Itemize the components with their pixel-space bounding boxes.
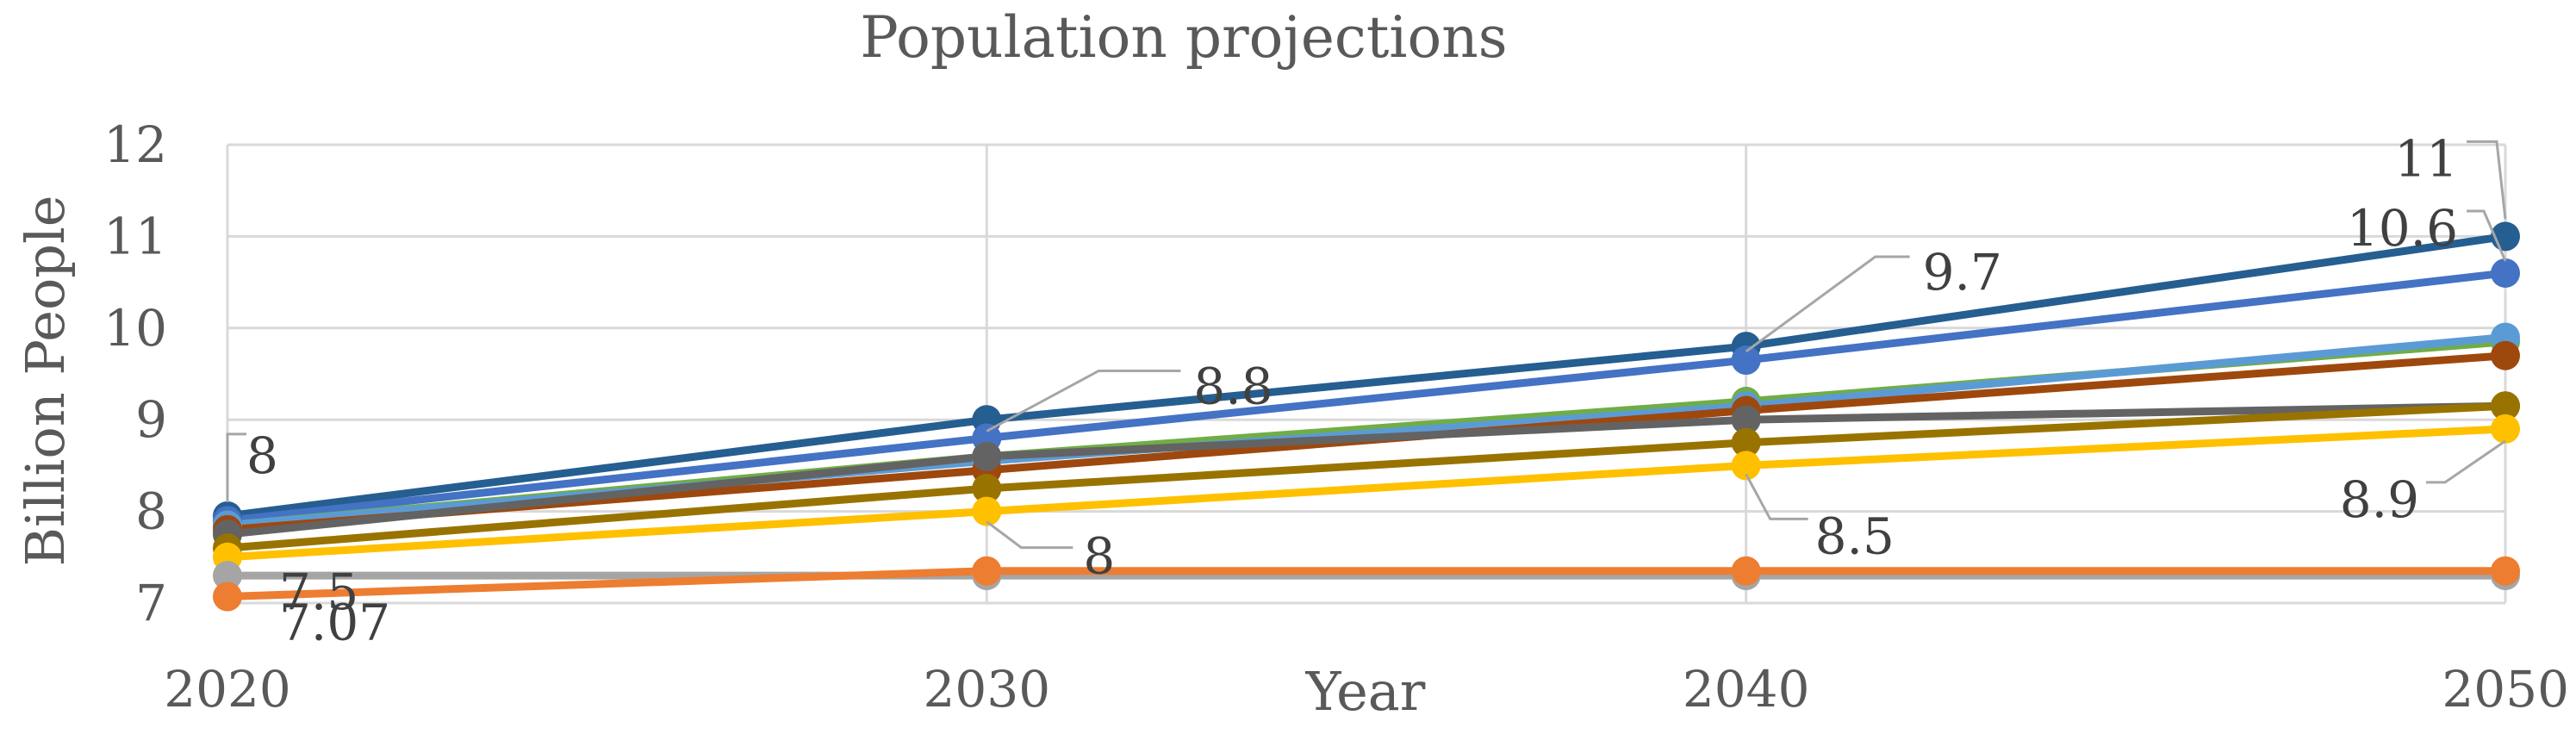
data-label: 11 <box>2394 129 2458 188</box>
data-label-leader <box>2467 209 2507 262</box>
data-label: 7.5 <box>279 563 358 621</box>
data-point-s5-2050 <box>2491 340 2520 370</box>
x-tick-label: 2020 <box>164 660 291 718</box>
x-axis-label: Year <box>1305 660 1426 723</box>
y-tick-label: 9 <box>135 390 167 449</box>
series-line-8 <box>223 425 2510 562</box>
y-tick-label: 12 <box>103 115 167 174</box>
series-line-1 <box>223 232 2510 520</box>
data-point-s6-2040 <box>1731 405 1761 435</box>
data-label: 7.07 <box>279 594 390 652</box>
y-axis-label: Billion People <box>14 195 77 566</box>
data-point-s10-2040 <box>1731 556 1761 586</box>
data-label-leader <box>986 520 1073 550</box>
data-label-leader <box>986 369 1181 432</box>
data-label: 8.9 <box>2340 470 2419 529</box>
data-label: 8 <box>1083 527 1115 586</box>
data-label-leader <box>2467 140 2507 220</box>
grid <box>226 143 2507 605</box>
data-label: 8.5 <box>1815 507 1895 565</box>
x-tick-label: 2030 <box>924 660 1051 718</box>
data-point-s7-2030 <box>972 474 1002 503</box>
data-point-s2-2040 <box>1731 345 1761 376</box>
data-label: 8 <box>246 426 278 485</box>
y-tick-label: 7 <box>135 574 167 632</box>
series-markers <box>213 221 2520 612</box>
data-label-leader <box>1745 473 1808 520</box>
axis-ticks: 7 8 9 10 11 12 2020 2030 2040 2050 <box>103 115 2569 718</box>
chart-title: Population projections <box>860 4 1507 71</box>
data-point-s10-2020 <box>213 582 242 612</box>
series-line-6 <box>223 401 2510 538</box>
data-point-s8-2040 <box>1731 451 1761 481</box>
data-point-s8-2030 <box>972 496 1002 526</box>
y-tick-label: 8 <box>135 482 167 541</box>
data-point-s6-2030 <box>972 441 1002 471</box>
series-line-2 <box>223 269 2510 525</box>
data-label: 9.7 <box>1923 243 2002 302</box>
data-label: 10.6 <box>2347 199 2458 258</box>
series-lines <box>223 232 2510 601</box>
y-tick-label: 10 <box>103 299 167 358</box>
data-label-leader <box>1745 255 1910 353</box>
y-tick-label: 11 <box>103 207 167 265</box>
data-label-leader <box>226 432 246 502</box>
data-point-s7-2040 <box>1731 427 1761 457</box>
x-tick-label: 2040 <box>1683 660 1810 718</box>
data-label-leader <box>2426 439 2506 484</box>
data-point-s8-2050 <box>2491 414 2520 444</box>
data-label: 8.8 <box>1193 357 1272 415</box>
x-tick-label: 2050 <box>2442 660 2569 718</box>
data-point-s10-2050 <box>2491 556 2520 586</box>
data-point-s7-2050 <box>2491 391 2520 421</box>
data-point-s2-2050 <box>2491 258 2520 288</box>
series-line-10 <box>223 567 2510 601</box>
data-labels: 8 7.57.07 8.8 8 9.7 8.5 11 10.6 8.9 <box>226 129 2507 652</box>
data-point-s9-2020 <box>213 561 242 591</box>
data-point-s10-2030 <box>972 556 1002 586</box>
series-line-7 <box>223 401 2510 552</box>
